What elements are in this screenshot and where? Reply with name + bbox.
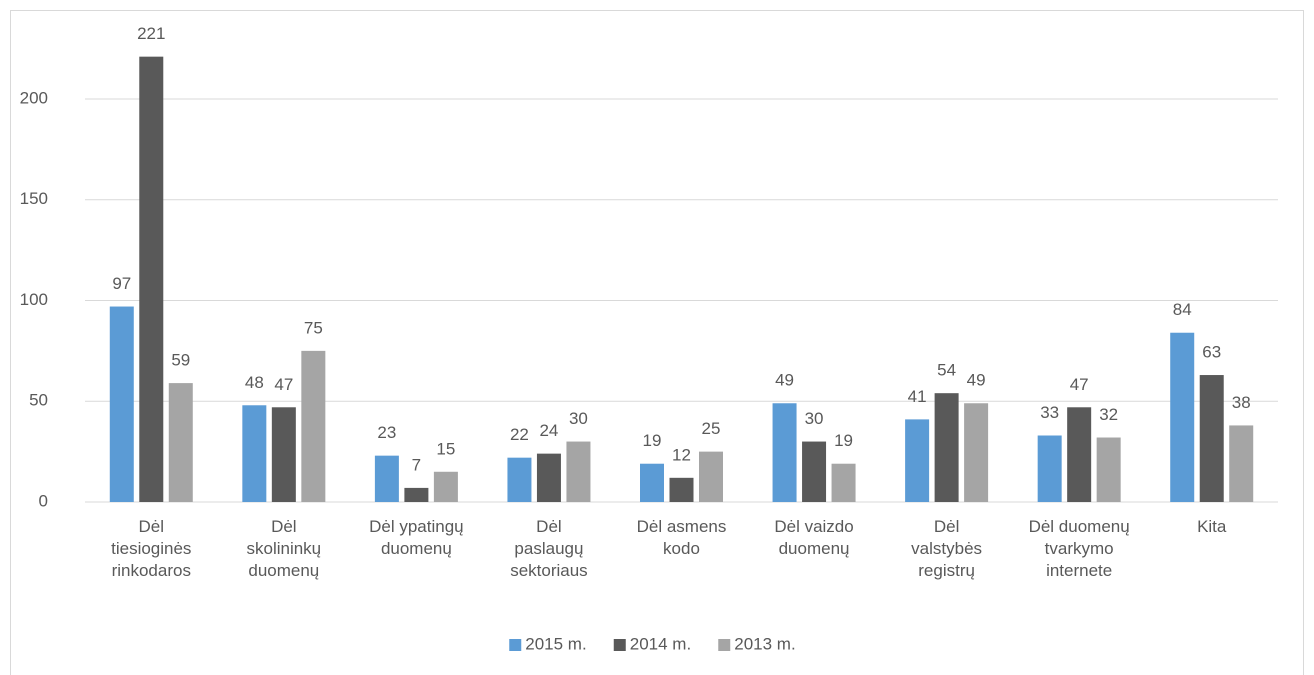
data-label: 15 [436,439,455,458]
data-label: 22 [510,425,529,444]
data-label: 19 [643,431,662,450]
data-label: 97 [112,274,131,293]
y-tick-label: 100 [20,290,48,309]
legend-swatch [613,639,626,651]
data-label: 59 [171,351,190,370]
data-label: 12 [672,445,691,464]
bar [831,463,856,502]
data-label: 221 [137,24,165,43]
data-label: 30 [569,409,588,428]
bar [640,463,664,502]
bar [168,383,193,502]
y-tick-label: 50 [29,391,48,410]
x-tick-label: Dėl valstybės registrų [911,517,983,580]
data-label: 54 [937,361,956,380]
bar [934,393,959,502]
bar [699,451,723,502]
x-tick-label: Dėl skolininkų duomenų [246,517,322,580]
legend-label: 2015 m. [525,634,586,653]
bar [772,403,797,502]
data-label: 41 [908,387,927,406]
bar [507,457,532,502]
legend-label: 2014 m. [630,634,691,653]
x-tick-label: Dėl paslaugų sektoriaus [510,517,588,580]
bar [536,453,561,502]
y-tick-label: 150 [20,189,48,208]
x-tick-label-box: Dėl tiesioginės rinkodaros [111,517,192,580]
bar [1067,407,1092,502]
bar [1096,437,1121,502]
bar [404,487,429,502]
legend-label: 2013 m. [734,634,795,653]
x-tick-label: Dėl ypatingų duomenų [369,517,464,558]
data-label: 24 [539,421,558,440]
bar [1037,435,1062,502]
legend-swatch [509,639,522,651]
x-tick-label-box: Dėl duomenų tvarkymo internete [1028,517,1130,580]
x-tick-label: Dėl tiesioginės rinkodaros [111,517,192,580]
data-label: 7 [412,455,421,474]
x-tick-label-box: Dėl paslaugų sektoriaus [510,517,588,580]
data-label: 63 [1202,343,1221,362]
bar [1199,375,1224,502]
chart-frame [10,10,1304,675]
x-tick-label: Kita [1197,517,1227,536]
x-tick-label-box: Dėl skolininkų duomenų [246,517,322,580]
bar [566,441,591,502]
x-tick-label-box: Dėl vaizdo duomenų [774,517,854,558]
bar [669,477,694,502]
bar [905,419,930,502]
y-tick-label: 0 [39,491,48,510]
data-label: 47 [1070,375,1089,394]
data-label: 75 [304,318,323,337]
data-label: 33 [1040,403,1059,422]
y-tick-label: 200 [20,88,48,107]
data-label: 48 [245,373,264,392]
legend-swatch [718,639,731,651]
x-tick-label-box: Dėl valstybės registrų [911,517,983,580]
bar [1170,332,1195,502]
data-label: 32 [1099,405,1118,424]
x-tick-label-box: Kita [1197,517,1227,536]
x-tick-label: Dėl vaizdo duomenų [774,517,854,558]
bar [139,56,164,502]
bar [271,407,296,502]
bar [964,403,989,502]
bar [242,405,267,502]
x-tick-label-box: Dėl ypatingų duomenų [369,517,464,558]
data-label: 19 [834,431,853,450]
bar [301,350,326,502]
data-label: 84 [1173,300,1192,319]
x-tick-label: Dėl asmens kodo [636,517,727,558]
data-label: 47 [274,375,293,394]
bar [1229,425,1254,502]
x-tick-label: Dėl duomenų tvarkymo internete [1028,517,1130,580]
data-label: 23 [377,423,396,442]
data-label: 25 [702,419,721,438]
bar [109,306,134,502]
data-label: 49 [967,371,986,390]
bar [433,471,458,502]
data-label: 30 [805,409,824,428]
data-label: 49 [775,371,794,390]
data-label: 38 [1232,393,1251,412]
x-tick-label-box: Dėl asmens kodo [636,517,727,558]
bar [374,455,399,502]
bar [802,441,827,502]
